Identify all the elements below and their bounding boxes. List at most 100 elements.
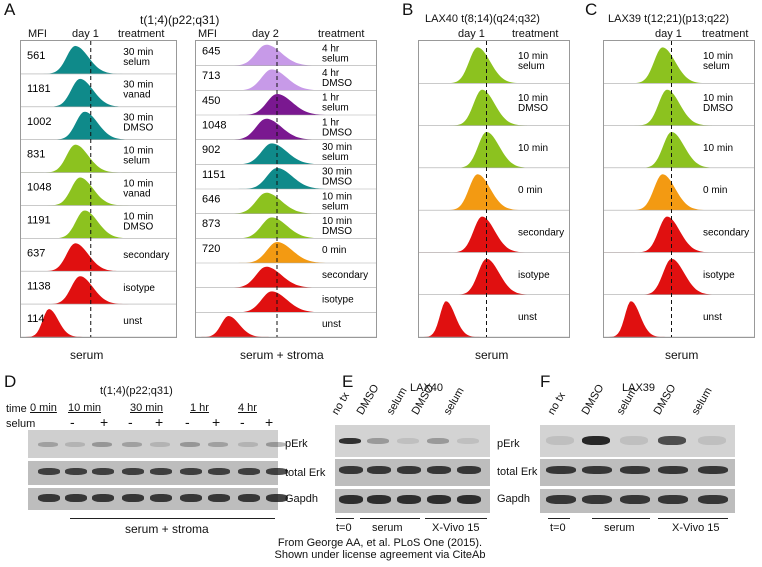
blot-band [180, 442, 200, 447]
histogram-row: 1138 isotype [21, 276, 176, 305]
selum-sign: - [128, 414, 133, 430]
treatment-label: 30 min [123, 113, 153, 124]
treatment-label: 4 hr [322, 68, 340, 79]
treatment-label: unst [518, 312, 537, 323]
mfi-value: 637 [27, 247, 45, 259]
panel-e-group-line-t0 [336, 518, 354, 519]
panel-e-group-xvivo: X-Vivo 15 [432, 522, 480, 534]
treatment-label: 10 min [518, 51, 548, 62]
treatment-label: unst [703, 312, 722, 323]
treatment-label: isotype [322, 294, 354, 305]
treatment-label: isotype [518, 270, 550, 281]
mfi-value: 1151 [202, 169, 226, 181]
histogram-peak [196, 217, 326, 239]
panel-f-title: LAX39 [622, 382, 656, 394]
treatment-label: unst [123, 316, 142, 327]
treatment-label: unst [322, 319, 341, 330]
treatment-label: 10 min [322, 191, 352, 202]
histogram-peak [21, 243, 133, 272]
blot-band [698, 495, 728, 504]
histogram-row: unst [604, 301, 754, 337]
histogram-peak [196, 242, 326, 264]
treatment-label: 0 min [322, 245, 346, 256]
blot-band [397, 495, 421, 504]
panel-c-treatment-header: treatment [702, 28, 749, 40]
panel-f-group-xvivo: X-Vivo 15 [672, 522, 720, 534]
histogram-peak [604, 47, 712, 84]
panel-a-col1-day-header: day 1 [72, 28, 99, 40]
histogram-peak [419, 216, 527, 253]
panel-e-group-serum: serum [372, 522, 403, 534]
blot-band [457, 495, 481, 504]
treatment-label: 1 hr [322, 93, 340, 104]
histogram-peak [21, 111, 133, 140]
blot-band [38, 442, 58, 447]
mfi-value: 831 [27, 149, 45, 161]
blot-band [339, 466, 363, 474]
histogram-row: secondary [604, 216, 754, 253]
blot-band [238, 468, 260, 475]
histogram-peak [196, 94, 326, 116]
panel-c-title: LAX39 t(12;21)(p13;q22) [608, 13, 730, 25]
credit: From George AA, et al. PLoS One (2015). … [230, 537, 530, 561]
histogram-row: 637 secondary [21, 243, 176, 272]
blot-band [546, 495, 576, 504]
treatment-label: secondary [518, 228, 564, 239]
histogram-peak [604, 258, 712, 295]
panel-b-day-header: day 1 [458, 28, 485, 40]
histogram-peak [419, 47, 527, 84]
histogram-row: isotype [196, 291, 376, 313]
blot-band [208, 468, 230, 475]
treatment-label: 30 min [123, 80, 153, 91]
histogram-peak [419, 301, 527, 337]
panel-d-perk-blot [28, 430, 278, 458]
histogram-peak [419, 131, 527, 168]
histogram-peak [21, 276, 133, 305]
panel-e-group-line-xvivo [425, 518, 487, 519]
blot-band [266, 494, 288, 502]
mfi-value: 1048 [202, 120, 226, 132]
selum-sign: + [265, 414, 274, 430]
mfi-value: 646 [202, 194, 220, 206]
blot-band [582, 466, 612, 474]
mfi-value: 1048 [27, 182, 51, 194]
blot-band [150, 442, 170, 447]
blot-band [397, 466, 421, 474]
blot-band [65, 442, 85, 447]
blot-band [698, 466, 728, 474]
blot-band [92, 442, 112, 447]
panel-d-band-label-total-erk: total Erk [285, 467, 326, 479]
histogram-peak [196, 266, 326, 288]
blot-band [150, 468, 172, 475]
treatment-label: vanad [123, 188, 150, 199]
lane-label: DMSO [354, 382, 382, 417]
mfi-value: 713 [202, 70, 220, 82]
blot-band [180, 468, 202, 475]
panel-a-col2-xlabel: serum + stroma [240, 348, 324, 362]
histogram-peak [21, 45, 133, 74]
panel-a-col1-histograms: 561 30 min selum 1181 30 min vanad 1002 30 min D… [20, 40, 177, 338]
panel-letter-e: E [342, 372, 354, 391]
selum-sign: - [70, 414, 75, 430]
treatment-label: selum [322, 201, 349, 212]
treatment-label: DMSO [703, 103, 733, 114]
treatment-label: secondary [322, 270, 368, 281]
panel-d-footer: serum + stroma [125, 522, 209, 536]
panel-a-col1-mfi-header: MFI [28, 28, 47, 40]
histogram-row: isotype [604, 258, 754, 296]
panel-a-title: t(1;4)(p22;q31) [140, 13, 220, 27]
blot-band [65, 494, 87, 502]
treatment-label: selum [703, 61, 730, 72]
blot-band [65, 468, 87, 475]
panel-f-group-line-xvivo [658, 518, 728, 519]
panel-letter-a: A [4, 0, 16, 19]
selum-sign: - [240, 414, 245, 430]
blot-band [38, 468, 60, 475]
